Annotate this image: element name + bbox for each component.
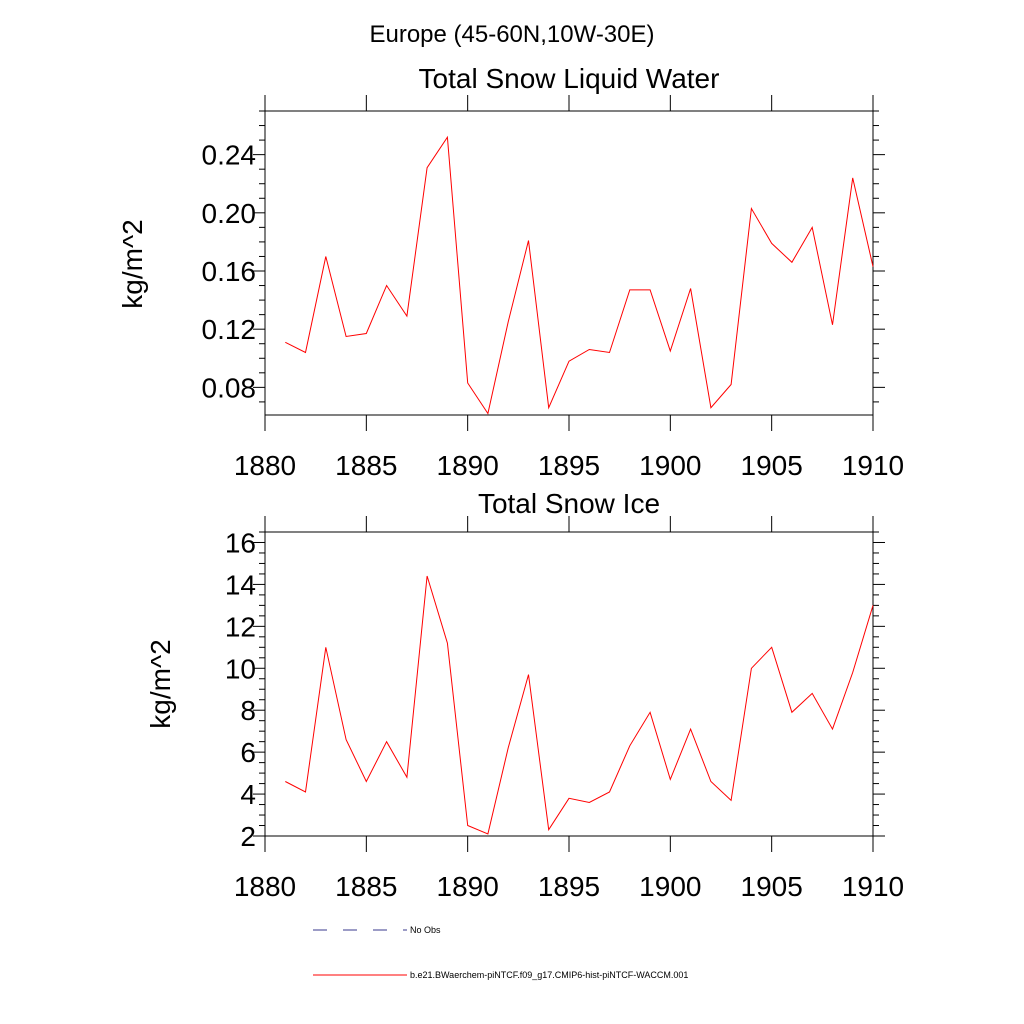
x-tick-label: 1900 (639, 871, 701, 902)
x-tick-label: 1880 (234, 450, 296, 481)
panel-title: Total Snow Ice (478, 488, 660, 519)
y-tick-label: 2 (240, 821, 256, 852)
panel-title: Total Snow Liquid Water (419, 63, 720, 94)
legend: No Obs b.e21.BWaerchem-piNTCF.f09_g17.CM… (313, 925, 688, 980)
y-tick-label: 16 (225, 527, 256, 558)
x-tick-label: 1890 (437, 450, 499, 481)
axis-ticks (253, 95, 885, 431)
data-series (285, 135, 874, 415)
x-tick-labels: 1880 1885 1890 1895 1900 1905 1910 (234, 871, 904, 902)
y-tick-labels: 2 4 6 8 10 12 14 16 (225, 527, 256, 852)
plot-frame (264, 110, 874, 416)
x-tick-label: 1885 (335, 871, 397, 902)
legend-label: b.e21.BWaerchem-piNTCF.f09_g17.CMIP6-his… (410, 970, 688, 980)
y-tick-label: 0.08 (202, 372, 257, 403)
x-tick-label: 1910 (842, 871, 904, 902)
figure-suptitle: Europe (45-60N,10W-30E) (369, 21, 654, 48)
x-tick-label: 1905 (741, 450, 803, 481)
y-tick-label: 0.24 (202, 140, 257, 171)
legend-item-no-obs: No Obs (313, 925, 441, 935)
x-tick-label: 1905 (741, 871, 803, 902)
y-tick-label: 0.20 (202, 198, 257, 229)
series-line (285, 575, 874, 835)
y-axis-label: kg/m^2 (117, 219, 148, 308)
x-tick-label: 1895 (538, 871, 600, 902)
y-tick-label: 12 (225, 611, 256, 642)
y-tick-label: 14 (225, 569, 256, 600)
legend-label: No Obs (410, 925, 441, 935)
series-line (285, 135, 874, 415)
x-tick-label: 1900 (639, 450, 701, 481)
axis-ticks (253, 516, 885, 852)
y-tick-label: 4 (240, 779, 256, 810)
x-tick-labels: 1880 1885 1890 1895 1900 1905 1910 (234, 450, 904, 481)
y-tick-label: 8 (240, 695, 256, 726)
x-tick-label: 1910 (842, 450, 904, 481)
x-tick-label: 1880 (234, 871, 296, 902)
panel-snow-liquid-water: Total Snow Liquid Water kg/m^2 0.080.120… (117, 63, 904, 481)
x-tick-label: 1885 (335, 450, 397, 481)
data-series (285, 575, 874, 835)
plot-frame (264, 531, 874, 837)
x-tick-label: 1895 (538, 450, 600, 481)
y-tick-label: 10 (225, 653, 256, 684)
y-tick-label: 0.16 (202, 256, 257, 287)
y-tick-label: 0.12 (202, 314, 257, 345)
x-tick-label: 1890 (437, 871, 499, 902)
y-axis-label: kg/m^2 (145, 639, 176, 728)
y-tick-label: 6 (240, 737, 256, 768)
y-tick-labels: 0.08 0.12 0.16 0.20 0.24 (202, 140, 257, 404)
legend-item-model-run: b.e21.BWaerchem-piNTCF.f09_g17.CMIP6-his… (313, 970, 688, 980)
